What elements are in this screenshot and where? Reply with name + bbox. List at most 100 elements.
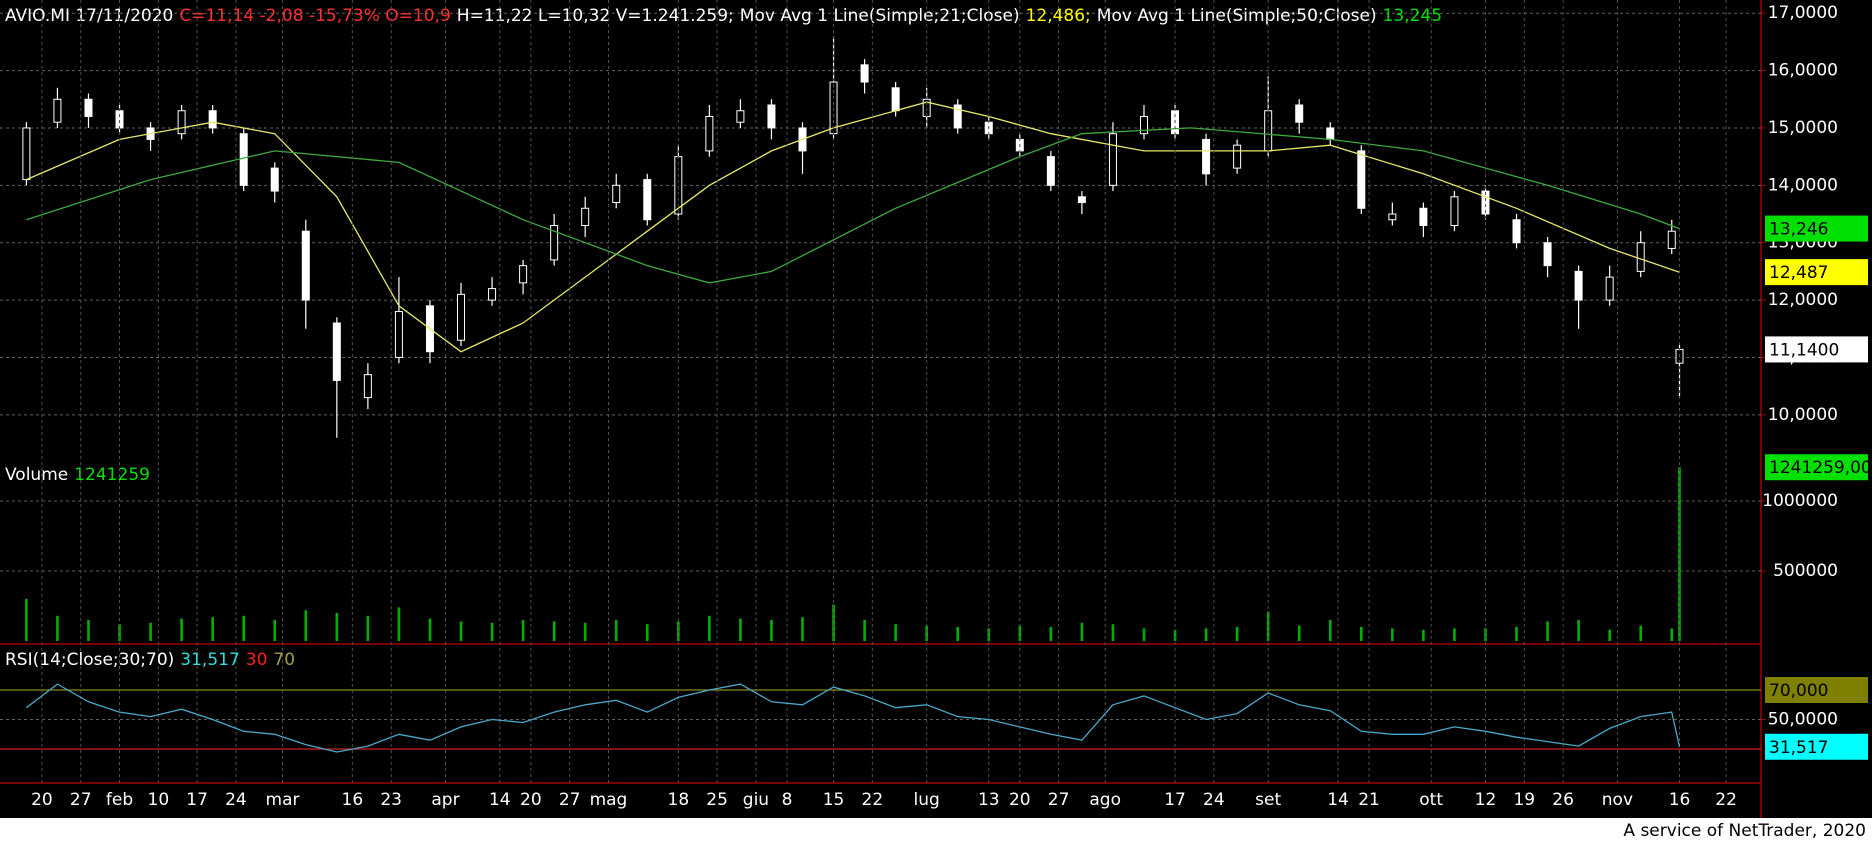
y-tick-label: 16,0000 [1768,61,1838,81]
x-tick-label: 8 [782,790,793,810]
candle-body [115,110,124,129]
x-tick-label: lug [914,790,940,810]
volume-bar [56,615,59,642]
panel: 10,000011,000012,000013,000014,000015,00… [0,3,1868,438]
y-tick-label: 1000000 [1762,491,1838,511]
value-tag-label: 1241259,00 [1769,458,1872,478]
volume-bar [335,613,339,642]
volume-bar [211,617,214,642]
volume-bar [1577,620,1580,642]
candle-body [457,293,466,341]
x-tick-label: 24 [225,790,247,810]
x-tick-label: 22 [1715,790,1737,810]
volume-bar [832,604,835,642]
candle-body [519,265,528,284]
value-tag-label: 31,517 [1769,738,1828,758]
rsi-line [26,683,1681,753]
x-tick-label: apr [431,790,459,810]
x-tick-label: ago [1089,790,1121,810]
candle-body [581,207,590,226]
candle-body [1419,207,1428,226]
x-tick-label: nov [1602,790,1633,810]
candle-body [1202,138,1211,175]
volume-bar [1111,624,1115,642]
y-tick-label: 10,0000 [1768,405,1838,425]
candle-body [301,230,310,301]
value-tag-label: 11,1400 [1769,340,1839,360]
x-tick-label: mag [590,790,628,810]
header-text: Volume [5,465,68,485]
volume-bar [366,615,370,642]
header-text: H=11,22 L=10,32 V=1.241.259; [457,6,734,26]
volume-bar [1080,622,1084,642]
y-tick-label: 15,0000 [1768,118,1838,138]
moving-average-line [26,101,1680,353]
volume-bar [87,620,90,642]
y-tick-label: 17,0000 [1768,3,1838,23]
candle-body [332,322,341,381]
x-tick-label: 17 [1164,790,1186,810]
candle-body [1108,133,1117,186]
x-tick-label: 13 [978,790,1000,810]
volume-bar [801,617,804,642]
volume-bar [925,625,928,642]
volume-bar [1173,629,1177,642]
x-tick-label: 10 [148,790,170,810]
value-tag-label: 13,246 [1769,220,1828,240]
panel: 500000 1000000 1241259,00 Volume 1241259 [0,454,1872,642]
volume-bar [708,615,711,642]
value-tag [1765,259,1868,286]
volume-bar [1639,625,1643,642]
volume-bar [770,620,773,642]
x-tick-label: 24 [1203,790,1225,810]
header-text: 1241259 [74,465,150,485]
candle-body [1326,127,1335,140]
candle-body [736,110,745,123]
x-tick-label: ott [1419,790,1443,810]
candle-body [1543,242,1552,267]
volume-bar [987,628,991,642]
volume-bar [242,615,245,642]
volume-bar [1142,628,1146,642]
volume-bar [459,621,463,642]
x-tick-label: 12 [1475,790,1497,810]
value-tag [1765,336,1868,363]
y-tick-label: 12,0000 [1768,290,1838,310]
volume-bar [1328,620,1332,642]
x-tick-label: 20 [1009,790,1031,810]
volume-bar [490,622,494,642]
x-tick-label: set [1255,790,1281,810]
volume-bar [645,624,649,642]
candle-body [208,110,217,129]
volume-bar [1515,627,1518,642]
candle-body [488,288,497,301]
x-tick-label: 14 [1327,790,1349,810]
volume-bar [956,627,960,642]
candle-body [53,98,62,123]
volume-bar [428,618,432,642]
value-tag [1765,454,1868,481]
candle-body [705,115,714,152]
y-tick-label: 50,0000 [1768,710,1838,730]
footer-strip [0,818,1872,844]
volume-bar [1453,628,1456,642]
volume-bar [1670,628,1674,642]
x-tick-label: 21 [1358,790,1380,810]
header-text: RSI(14;Close;30;70) [5,650,174,670]
panel-header: Volume 1241259 [5,465,150,485]
candle-body [84,98,93,117]
volume-bar [1391,628,1394,642]
x-tick-label: 22 [862,790,884,810]
panel-header: AVIO.MI 17/11/2020 C=11,14 -2,08 -15,73% … [5,6,1442,26]
volume-bar [1049,627,1053,642]
candle-body [1481,190,1490,215]
y-tick-label: 500000 [1773,561,1838,581]
value-tag [1765,677,1868,704]
value-tag-label: 12,487 [1769,263,1828,283]
header-text: AVIO.MI 17/11/2020 [5,6,173,26]
x-tick-label: feb [106,790,133,810]
candle-body [1512,219,1521,244]
candle-body [1046,156,1055,186]
x-tick-label: 20 [520,790,542,810]
